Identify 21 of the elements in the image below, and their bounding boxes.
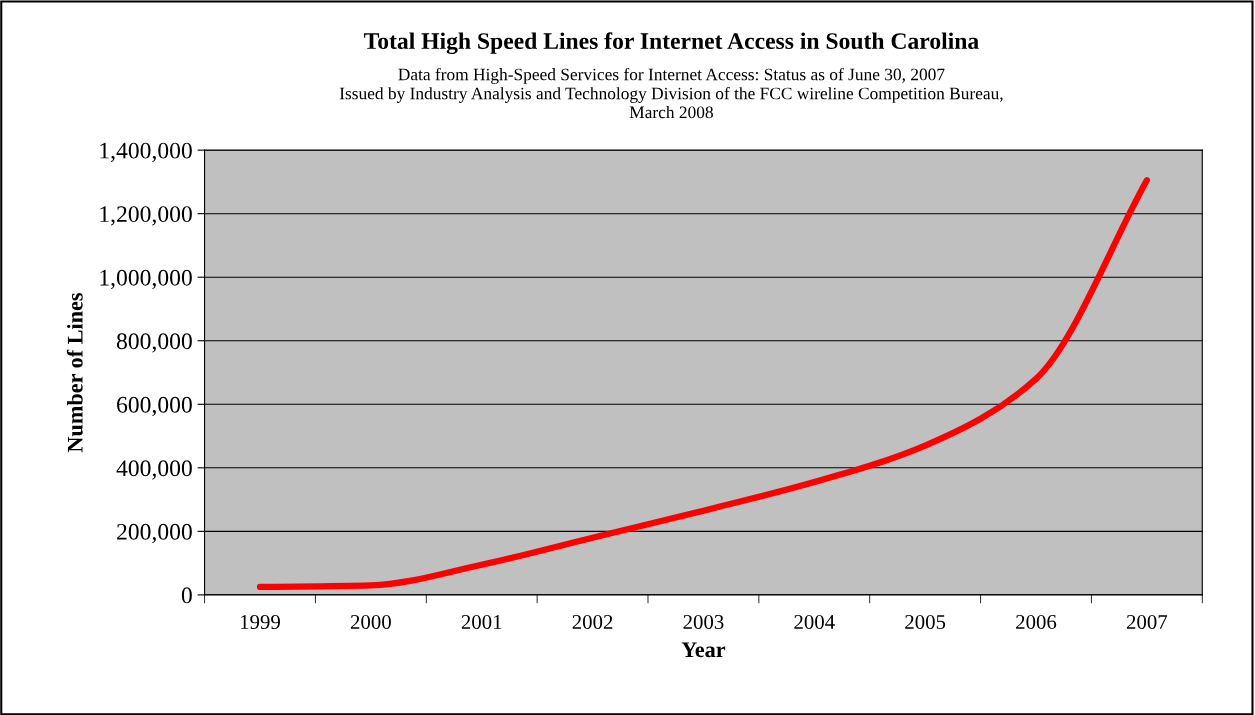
x-tick-label: 2001 [461,614,502,629]
y-tick-label: 1,200,000 [100,206,192,226]
y-tick-label: 200,000 [117,523,192,544]
chart-subtitle: Data from High-Speed Services for Internet Access: Status as of June 30, 2007 Issued by Industry Analysis and Technology Division of the FCC wireline Competition Bureau, March 2008 [339,67,1003,119]
y-tick-label: 400,000 [116,460,192,480]
x-tick-label: 2006 [1016,614,1057,629]
x-tick-label: 2002 [572,614,613,629]
x-tick-label: 2005 [905,614,946,629]
x-tick-label: 1999 [240,614,280,629]
y-tick-label: 1,400,000 [100,142,192,162]
x-tick-label: 2000 [350,614,391,629]
y-tick-label: 600,000 [117,396,192,417]
x-tick-label: 2003 [683,614,724,629]
y-tick-label: 1,000,000 [100,269,192,290]
x-axis-title: Year [681,642,726,658]
chart-title: Total High Speed Lines for Internet Access in South Carolina [364,32,979,55]
y-tick-label: 0 [181,587,192,604]
y-tick-label: 800,000 [116,333,192,353]
x-tick-label: 2004 [794,614,835,629]
x-tick-label: 2007 [1126,614,1168,629]
y-axis-title: Number of Lines [66,293,83,453]
